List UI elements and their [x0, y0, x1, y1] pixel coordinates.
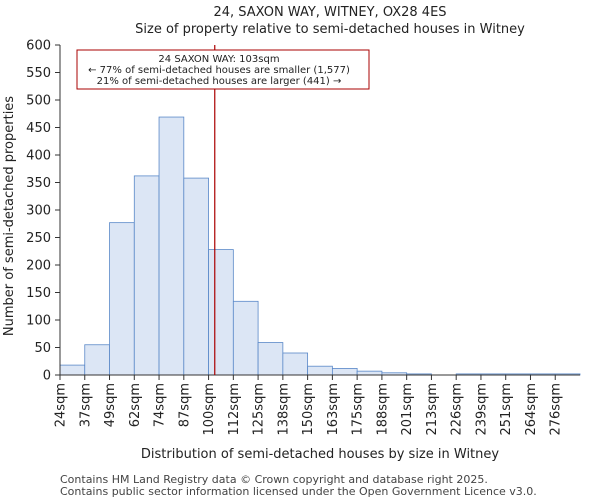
x-tick-label: 188sqm: [375, 383, 390, 436]
bar-175sqm: [356, 370, 383, 376]
chart-title: 24, SAXON WAY, WITNEY, OX28 4ES: [213, 5, 446, 20]
bar-37sqm: [84, 344, 110, 376]
footer-line-2: Contains public sector information licen…: [60, 485, 537, 498]
annotation-line-2: ← 77% of semi-detached houses are smalle…: [88, 65, 350, 76]
x-tick-label: 226sqm: [450, 383, 465, 436]
x-tick-label: 125sqm: [252, 383, 267, 436]
bar-24sqm: [59, 364, 86, 376]
annotation-box: 24 SAXON WAY: 103sqm ← 77% of semi-detac…: [76, 49, 370, 90]
bar-100sqm: [208, 249, 234, 376]
x-tick-label: 264sqm: [524, 383, 539, 436]
x-tick-label: 37sqm: [78, 383, 93, 427]
bar-163sqm: [331, 367, 358, 376]
y-tick-label: 250: [26, 231, 51, 246]
x-tick-label: 87sqm: [177, 383, 192, 427]
x-tick-label: 201sqm: [400, 383, 415, 436]
footer-line-1: Contains HM Land Registry data © Crown c…: [60, 473, 488, 486]
y-tick-label: 100: [26, 314, 51, 329]
y-tick-label: 350: [26, 176, 51, 191]
y-tick-label: 50: [34, 341, 51, 356]
x-tick-label: 213sqm: [425, 383, 440, 436]
bar-150sqm: [307, 365, 333, 376]
chart-subtitle: Size of property relative to semi-detach…: [135, 22, 525, 37]
x-tick-label: 49sqm: [103, 383, 118, 427]
bar-112sqm: [232, 300, 259, 376]
x-tick-label: 100sqm: [202, 383, 217, 436]
x-tick-label: 112sqm: [227, 383, 242, 436]
annotation-line-3: 21% of semi-detached houses are larger (…: [97, 76, 342, 87]
y-tick-label: 200: [26, 259, 51, 274]
bar-87sqm: [183, 177, 209, 376]
y-tick-label: 500: [26, 94, 51, 109]
y-axis-ticks: 0 50 100 150 200 250 300 350 400 450 500 550 600: [26, 39, 60, 384]
y-tick-label: 150: [26, 286, 51, 301]
x-tick-label: 163sqm: [326, 383, 341, 436]
x-tick-label: 62sqm: [128, 383, 143, 427]
x-tick-label: 74sqm: [153, 383, 168, 427]
y-tick-label: 0: [43, 369, 51, 384]
bar-74sqm: [158, 116, 185, 376]
bar-49sqm: [109, 222, 135, 376]
x-axis-label: Distribution of semi-detached houses by …: [141, 447, 499, 462]
bars-group: [59, 116, 581, 376]
bar-125sqm: [257, 342, 284, 376]
x-tick-label: 138sqm: [276, 383, 291, 436]
x-tick-label: 24sqm: [54, 383, 69, 427]
annotation-frame: [76, 49, 370, 90]
y-tick-label: 400: [26, 149, 51, 164]
x-tick-label: 239sqm: [474, 383, 489, 436]
x-tick-label: 150sqm: [301, 383, 316, 436]
x-tick-label: 175sqm: [351, 383, 366, 436]
y-tick-label: 450: [26, 121, 51, 136]
bar-62sqm: [133, 175, 160, 376]
x-axis-ticks: 24sqm 37sqm 49sqm 62sqm 74sqm 87sqm 100sqm 112s…: [54, 375, 564, 436]
x-tick-label: 251sqm: [499, 383, 514, 436]
annotation-line-1: 24 SAXON WAY: 103sqm: [158, 54, 279, 65]
y-axis-label: Number of semi-detached properties: [2, 96, 17, 336]
y-tick-label: 600: [26, 39, 51, 54]
bar-138sqm: [282, 352, 309, 376]
y-tick-label: 300: [26, 204, 51, 219]
x-tick-label: 276sqm: [549, 383, 564, 436]
y-tick-label: 550: [26, 66, 51, 81]
